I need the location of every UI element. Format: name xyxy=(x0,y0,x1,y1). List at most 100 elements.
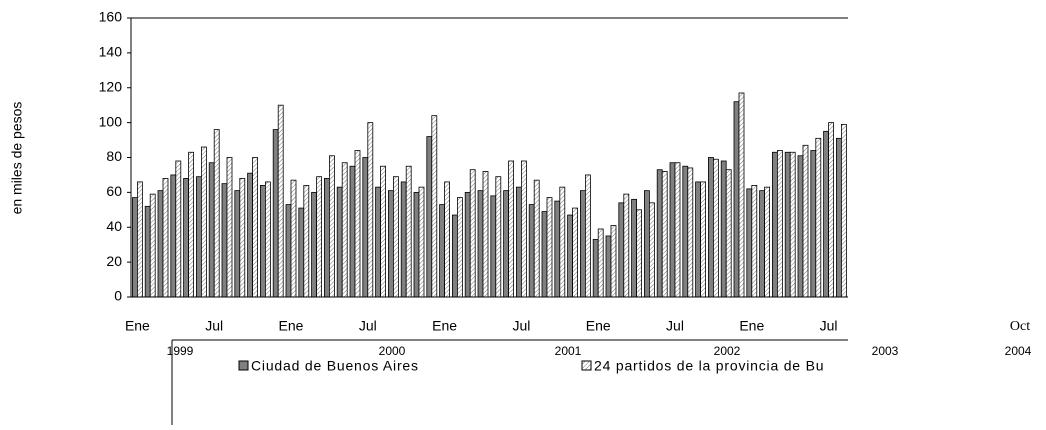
bar xyxy=(144,205,151,298)
bar xyxy=(802,144,809,298)
bar xyxy=(772,151,778,298)
bar xyxy=(170,174,177,298)
bar xyxy=(521,160,527,298)
bar xyxy=(784,151,791,298)
bar xyxy=(439,204,446,298)
x-tick-label: Jul xyxy=(512,318,530,334)
bar xyxy=(823,130,829,298)
bar xyxy=(661,171,668,298)
bar xyxy=(580,190,586,298)
bar xyxy=(392,176,399,298)
bar xyxy=(636,209,642,298)
y-tick-label: 140 xyxy=(99,44,123,60)
year-label: 2000 xyxy=(379,344,406,358)
bar xyxy=(644,190,650,298)
bar xyxy=(336,186,343,298)
bar xyxy=(175,160,182,298)
bar xyxy=(649,202,655,298)
bar xyxy=(323,178,330,298)
x-tick-label: Ene xyxy=(739,318,764,334)
bar xyxy=(316,176,323,298)
bar xyxy=(213,129,220,298)
bar xyxy=(828,122,834,298)
bar xyxy=(720,160,727,298)
extra-label: Oct xyxy=(1010,319,1030,334)
bar xyxy=(303,184,310,298)
bar xyxy=(482,171,489,298)
bar xyxy=(208,162,215,298)
bar xyxy=(252,157,259,298)
bar xyxy=(687,167,694,298)
bar xyxy=(674,162,681,298)
bar xyxy=(400,181,407,298)
bar xyxy=(226,157,233,298)
bar xyxy=(431,115,438,298)
bar xyxy=(605,235,612,298)
bar xyxy=(290,179,297,298)
bar xyxy=(234,190,241,298)
bar xyxy=(259,184,266,298)
bar xyxy=(380,165,387,298)
bars xyxy=(131,92,847,298)
legend-label: Ciudad de Buenos Aires xyxy=(251,358,419,374)
y-tick-label: 0 xyxy=(114,288,122,304)
bar xyxy=(149,193,156,298)
x-tick-label: Ene xyxy=(432,318,457,334)
bar xyxy=(490,195,497,298)
bar xyxy=(725,169,732,298)
bar xyxy=(836,137,842,298)
x-tick-label: Jul xyxy=(359,318,377,334)
bar xyxy=(157,190,164,298)
bar xyxy=(503,190,510,298)
year-label: 1999 xyxy=(167,344,194,358)
year-label: 2001 xyxy=(555,344,582,358)
bar xyxy=(418,186,425,298)
bar xyxy=(610,225,617,298)
bar xyxy=(247,172,254,298)
bar xyxy=(797,155,804,298)
bar xyxy=(405,165,412,298)
bar xyxy=(221,183,228,298)
bar xyxy=(162,178,169,298)
bar xyxy=(477,190,484,298)
bar xyxy=(738,92,745,298)
bar xyxy=(298,207,305,298)
bar xyxy=(572,207,578,298)
bar xyxy=(682,165,689,298)
bar xyxy=(516,186,522,298)
bar xyxy=(464,191,471,298)
x-tick-label: Jul xyxy=(820,318,838,334)
x-tick-label: Jul xyxy=(205,318,223,334)
bar xyxy=(541,211,548,298)
legend-swatch xyxy=(238,360,249,371)
bar xyxy=(328,155,335,298)
bar xyxy=(188,151,195,298)
y-tick-label: 100 xyxy=(99,113,123,129)
bar xyxy=(367,122,374,298)
bar xyxy=(759,190,765,298)
bar xyxy=(311,191,318,298)
bar xyxy=(341,162,348,298)
bar xyxy=(631,198,637,298)
x-tick-label: Ene xyxy=(279,318,304,334)
x-tick-label: Ene xyxy=(586,318,611,334)
bar xyxy=(277,104,284,298)
bar xyxy=(546,197,553,298)
bar xyxy=(841,123,847,298)
bar xyxy=(456,197,463,298)
bar xyxy=(789,151,796,298)
y-tick-label: 80 xyxy=(106,148,122,164)
year-label: 2003 xyxy=(872,344,899,358)
bar xyxy=(669,162,676,298)
bar xyxy=(733,101,740,298)
x-tick-label: Ene xyxy=(125,318,150,334)
bar xyxy=(387,190,394,298)
y-tick-label: 120 xyxy=(99,78,123,94)
bar xyxy=(444,181,451,298)
bar xyxy=(354,150,361,298)
bar xyxy=(136,181,143,298)
bar xyxy=(528,204,535,298)
y-tick-label: 60 xyxy=(106,183,122,199)
bar xyxy=(777,150,783,298)
